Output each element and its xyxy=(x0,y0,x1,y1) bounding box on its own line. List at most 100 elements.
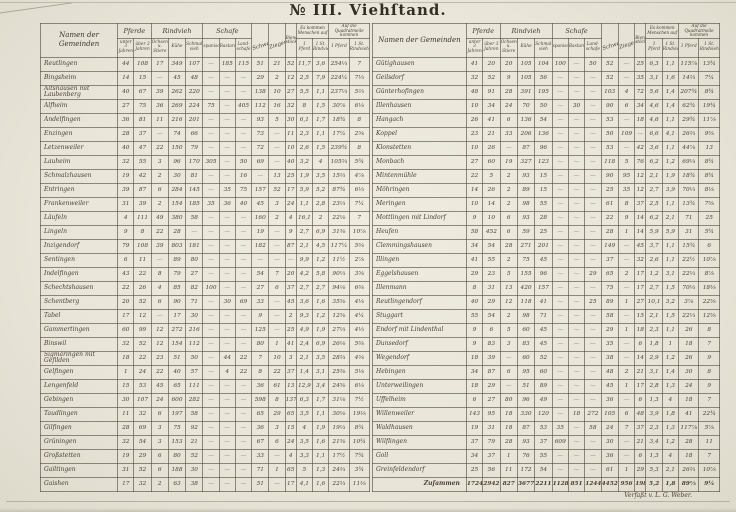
cell-value: 4 xyxy=(295,420,314,436)
cell-value: — xyxy=(551,448,569,464)
cell-value: 2,3 xyxy=(645,420,663,436)
commune-name: Sigmaringen mit Gefilden xyxy=(39,350,119,366)
cell-value: 5¾ xyxy=(698,224,720,240)
cell-value: 51 xyxy=(251,476,270,492)
cell-value: — xyxy=(499,378,518,394)
cell-value: 50 xyxy=(185,350,204,366)
cell-value: 71 xyxy=(185,294,204,310)
cell-value: 13¾ xyxy=(698,56,720,72)
cell-value: — xyxy=(584,84,602,100)
cell-value: 12 xyxy=(499,294,518,310)
cell-value: — xyxy=(202,182,220,198)
commune-name: Gaishen xyxy=(39,476,119,492)
cell-value: — xyxy=(202,238,220,254)
cell-value: 65 xyxy=(251,406,270,422)
table-row: Lengenfeld 15 53 45 65 111— — —36 61 13 12,9 3,4 24⅝… xyxy=(39,378,371,394)
cell-value: 38 xyxy=(600,350,619,366)
cell-value: — xyxy=(268,140,286,156)
cell-value: 7½ xyxy=(348,392,371,408)
table-row: Wegendorf 18 39—60 52— — —38—14 2,9 1,2 26 9 xyxy=(372,350,720,366)
commune-name: Koppel xyxy=(372,126,467,142)
total-label: Zuſammen xyxy=(372,476,467,492)
commune-name: Reutlingen xyxy=(39,56,119,72)
cell-value: 44 xyxy=(218,350,236,366)
cell-value: — xyxy=(584,448,602,464)
commune-name: Gelfingen xyxy=(39,364,119,380)
col-sub-ochsen: Ochsen u. Stiere xyxy=(499,37,518,58)
cell-value: 6 xyxy=(499,364,518,380)
cell-value: 22⅝ xyxy=(698,294,720,310)
cell-value: 2,1 xyxy=(645,168,663,184)
cell-value: 9 xyxy=(251,308,270,324)
cell-value: 32 xyxy=(117,336,135,352)
cell-value: — xyxy=(551,196,569,212)
col-group-rindvieh: Rindvieh xyxy=(150,23,204,39)
cell-value: 30 xyxy=(117,392,135,408)
cell-value: 52 xyxy=(600,56,619,72)
cell-value: — xyxy=(567,420,586,436)
cell-value: 11½ xyxy=(328,252,350,268)
cell-value: 10 xyxy=(284,140,297,156)
cell-value: 60 xyxy=(482,154,501,170)
cell-value: 26 xyxy=(133,280,152,296)
cell-value: 4 xyxy=(312,154,330,170)
cell-value: — xyxy=(567,196,586,212)
cell-value: 37 xyxy=(634,420,647,436)
cell-value: 7¼ xyxy=(698,70,720,86)
cell-value: 18 xyxy=(465,350,484,366)
cell-value: 452 xyxy=(482,224,501,240)
cell-value: 32 xyxy=(117,434,135,450)
table-row: Gaishen 17 32 2 63 38— — —51—17 4,1 1,6 22⅔ 11⅜ xyxy=(39,476,371,492)
cell-value: 120 xyxy=(534,406,553,422)
cell-value: 155 xyxy=(516,266,536,282)
cell-value: 8 xyxy=(295,98,314,114)
cell-value: 96 xyxy=(516,392,536,408)
cell-value: 41 xyxy=(678,406,700,422)
cell-value: 9 xyxy=(465,210,484,226)
cell-value: — xyxy=(234,238,253,254)
cell-value: — xyxy=(234,336,253,352)
cell-value: 22 xyxy=(133,350,152,366)
cell-value: — xyxy=(567,392,586,408)
commune-name: Greinfeldendorf xyxy=(372,462,467,478)
cell-value: 25 xyxy=(534,224,553,240)
cell-value: 31⅜ xyxy=(328,224,350,240)
cell-value: 272 xyxy=(584,406,602,422)
cell-value: 7⅓ xyxy=(348,70,371,86)
cell-value: 2,1 xyxy=(661,462,680,478)
cell-value: — xyxy=(567,154,586,170)
cell-value: 5 xyxy=(482,168,501,184)
cell-value: 52 xyxy=(185,448,204,464)
commune-name: Mottlingen mit Lindorf xyxy=(372,210,467,226)
cell-value: 2,9 xyxy=(645,350,663,366)
cell-value: 90 xyxy=(600,98,619,114)
cell-value: 3,1 xyxy=(645,364,663,380)
cell-value: 154 xyxy=(167,336,187,352)
cell-value: — xyxy=(551,238,569,254)
cell-value: — xyxy=(202,476,220,492)
cell-value: 79 xyxy=(117,238,135,254)
cell-value: 24 xyxy=(133,364,152,380)
cell-value: 1,1 xyxy=(661,238,680,254)
cell-value: 105 xyxy=(516,56,536,72)
cell-value: 3,9 xyxy=(645,406,663,422)
cell-value: 5,9 xyxy=(295,182,314,198)
cell-value: 2,1 xyxy=(661,210,680,226)
cell-value: 14 xyxy=(634,210,647,226)
cell-value: 36 xyxy=(251,420,270,436)
cell-value: 149 xyxy=(600,238,619,254)
cell-value: 70 xyxy=(516,98,536,114)
cell-value: 29 xyxy=(634,462,647,478)
cell-value: 6 xyxy=(499,224,518,240)
cell-value: — xyxy=(234,112,253,128)
cell-value: — xyxy=(202,252,220,268)
cell-value: 1,1 xyxy=(661,56,680,72)
cell-value: 50 xyxy=(534,98,553,114)
cell-value: — xyxy=(268,224,286,240)
cell-value: — xyxy=(551,210,569,226)
cell-value: — xyxy=(202,84,220,100)
cell-value: 13 xyxy=(284,378,297,394)
commune-name: Gailtingen xyxy=(39,462,119,478)
cell-value: 40 xyxy=(234,196,253,212)
cell-value: — xyxy=(234,434,253,450)
